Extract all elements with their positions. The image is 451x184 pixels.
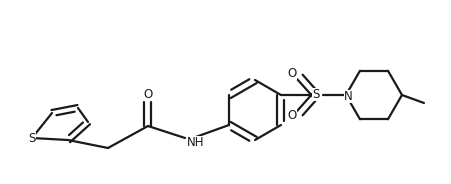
Text: S: S: [312, 89, 319, 102]
Text: O: O: [287, 109, 296, 123]
Text: O: O: [287, 68, 296, 80]
Text: S: S: [28, 132, 36, 144]
Text: NH: NH: [187, 135, 204, 148]
Text: O: O: [143, 89, 152, 102]
Text: N: N: [343, 91, 352, 103]
